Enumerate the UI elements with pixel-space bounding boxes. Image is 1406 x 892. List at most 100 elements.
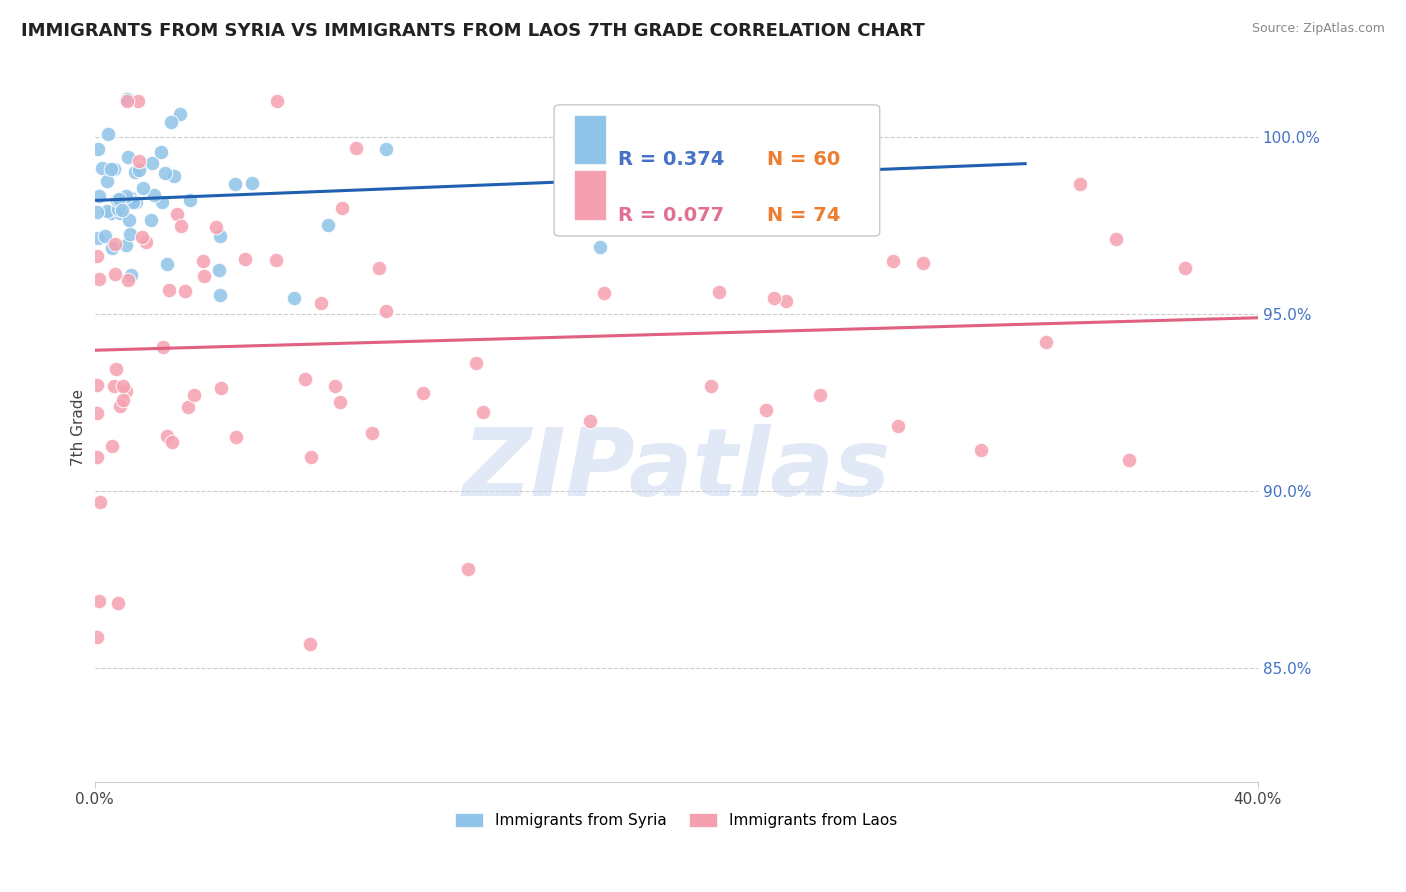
Point: [970, 442, 993, 457]
Bar: [574, 114, 606, 164]
Point: [170, 219, 193, 234]
Point: [131, 230, 153, 244]
Point: [207, 263, 229, 277]
Point: [118, 227, 141, 241]
Point: [464, 356, 486, 370]
Point: [103, 161, 125, 176]
Point: [1035, 334, 1057, 349]
Point: [169, 107, 191, 121]
Point: [97, 128, 120, 142]
Point: [332, 202, 354, 216]
Point: [143, 187, 166, 202]
Point: [87, 188, 110, 202]
Point: [457, 562, 479, 576]
Point: [115, 238, 138, 252]
Point: [309, 296, 332, 310]
Point: [120, 268, 142, 283]
Point: [120, 191, 142, 205]
Point: [157, 283, 180, 297]
Point: [86, 406, 108, 420]
Point: [131, 180, 153, 194]
Point: [128, 153, 150, 168]
Point: [617, 162, 640, 177]
Point: [209, 228, 232, 243]
Point: [86, 205, 108, 219]
Point: [96, 174, 118, 188]
Point: [651, 179, 673, 194]
FancyBboxPatch shape: [554, 105, 880, 236]
Point: [107, 202, 129, 217]
Point: [114, 194, 136, 208]
Point: [155, 165, 177, 179]
Point: [150, 145, 173, 160]
Point: [89, 494, 111, 508]
Point: [240, 177, 263, 191]
Point: [114, 384, 136, 399]
Point: [89, 272, 111, 286]
Point: [87, 594, 110, 608]
Point: [412, 385, 434, 400]
Point: [86, 630, 108, 644]
Point: [139, 212, 162, 227]
Point: [135, 235, 157, 249]
Point: [105, 193, 128, 207]
Point: [162, 435, 184, 450]
Point: [316, 218, 339, 232]
Text: IMMIGRANTS FROM SYRIA VS IMMIGRANTS FROM LAOS 7TH GRADE CORRELATION CHART: IMMIGRANTS FROM SYRIA VS IMMIGRANTS FROM…: [21, 22, 925, 40]
Point: [755, 403, 778, 417]
Point: [707, 285, 730, 300]
Point: [233, 252, 256, 267]
Point: [589, 239, 612, 253]
Point: [770, 167, 793, 181]
Point: [775, 294, 797, 309]
Y-axis label: 7th Grade: 7th Grade: [72, 389, 86, 466]
Point: [156, 429, 179, 443]
Point: [471, 405, 494, 419]
Point: [323, 379, 346, 393]
Point: [163, 169, 186, 184]
Point: [209, 381, 232, 395]
Point: [117, 212, 139, 227]
Point: [1069, 178, 1091, 192]
Point: [179, 193, 201, 207]
Point: [107, 596, 129, 610]
Point: [225, 430, 247, 444]
Point: [87, 231, 110, 245]
Point: [593, 285, 616, 300]
Point: [374, 304, 396, 318]
Point: [224, 177, 246, 191]
Point: [582, 119, 605, 133]
Point: [174, 284, 197, 298]
Point: [882, 253, 904, 268]
Point: [160, 115, 183, 129]
Point: [176, 400, 198, 414]
Point: [1118, 453, 1140, 467]
Point: [141, 156, 163, 170]
Point: [193, 268, 215, 283]
Text: N = 74: N = 74: [766, 205, 841, 225]
Point: [104, 267, 127, 281]
Point: [586, 161, 609, 176]
Legend: Immigrants from Syria, Immigrants from Laos: Immigrants from Syria, Immigrants from L…: [449, 807, 904, 834]
Point: [152, 340, 174, 354]
Point: [298, 637, 321, 651]
Point: [100, 161, 122, 176]
Point: [361, 425, 384, 440]
Point: [111, 392, 134, 407]
Point: [111, 203, 134, 218]
Point: [104, 237, 127, 252]
Point: [91, 161, 114, 175]
Point: [266, 95, 288, 109]
Point: [110, 399, 132, 413]
Point: [1105, 231, 1128, 245]
Text: ZIPatlas: ZIPatlas: [463, 424, 890, 516]
Point: [125, 195, 148, 210]
Point: [96, 204, 118, 219]
Point: [124, 165, 146, 179]
Point: [183, 388, 205, 402]
Point: [579, 414, 602, 428]
Point: [344, 141, 367, 155]
Point: [115, 92, 138, 106]
Point: [700, 379, 723, 393]
Point: [368, 260, 391, 275]
